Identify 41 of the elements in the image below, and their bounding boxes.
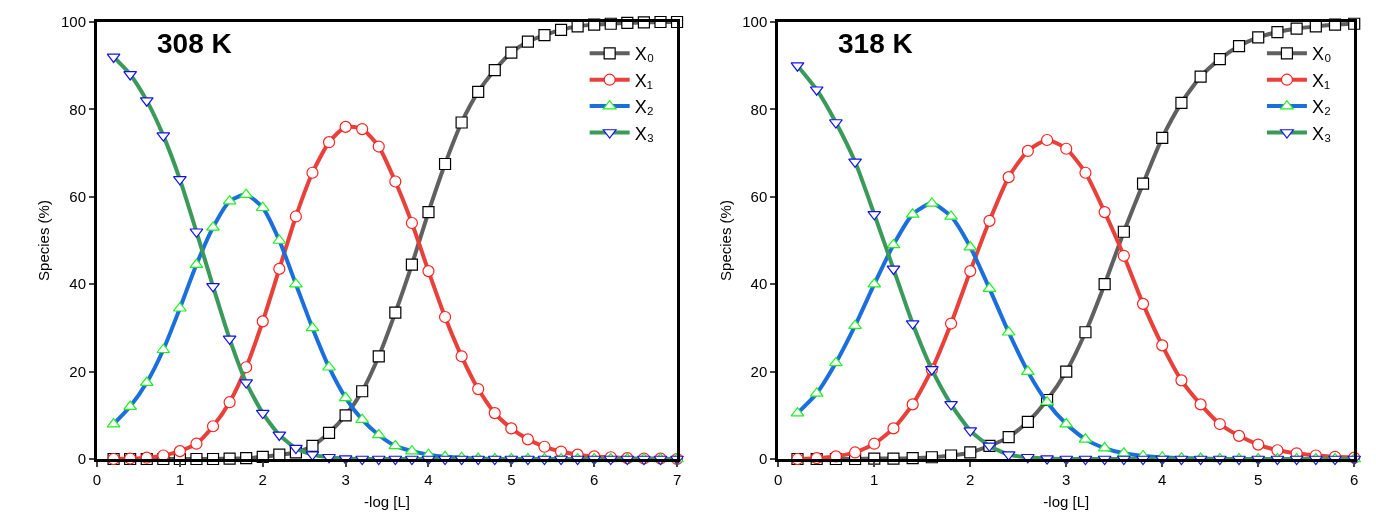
legend-label: X₃ (634, 123, 654, 144)
legend-label: X₃ (1311, 123, 1332, 144)
y-tick-label: 60 (750, 188, 768, 206)
y-tick-label: 60 (69, 188, 87, 206)
chart-title: 318 K (838, 28, 913, 59)
y-tick-label: 80 (69, 100, 87, 118)
x-tick-label: 5 (507, 471, 516, 488)
x-tick-label: 0 (774, 471, 783, 488)
x-tick-label: 6 (590, 471, 599, 488)
legend-label: X₂ (1311, 97, 1331, 118)
legend-label: X₂ (634, 97, 654, 118)
y-tick-label: 0 (758, 450, 768, 468)
y-tick-label: 40 (69, 275, 87, 293)
x-tick-label: 6 (1350, 471, 1359, 488)
y-tick-label: 40 (750, 275, 768, 293)
x-tick-label: 1 (870, 471, 879, 488)
x-tick-label: 1 (175, 471, 185, 488)
x-tick-label: 7 (672, 471, 682, 488)
legend-label: X₀ (1311, 44, 1332, 65)
y-tick-label: 20 (750, 362, 768, 380)
x-tick-label: 2 (966, 471, 975, 488)
x-tick-label: 5 (1254, 471, 1263, 488)
x-tick-label: 3 (1062, 471, 1071, 488)
y-tick-label: 0 (77, 450, 87, 468)
y-tick-label: 100 (60, 13, 87, 31)
y-tick-label: 20 (69, 362, 87, 380)
x-tick-label: 2 (258, 471, 267, 488)
x-axis-title: -log [L] (364, 493, 410, 510)
chart-title: 308 K (157, 28, 232, 59)
x-tick-label: 0 (92, 471, 102, 488)
y-tick-label: 80 (750, 100, 768, 118)
x-tick-label: 3 (341, 471, 350, 488)
y-tick-label: 100 (742, 13, 768, 31)
y-axis-title: Species (%) (716, 200, 734, 281)
legend-label: X₁ (634, 70, 653, 91)
x-tick-label: 4 (1158, 471, 1167, 488)
y-axis-title: Species (%) (35, 200, 53, 281)
x-axis-title: -log [L] (1043, 493, 1090, 510)
legend-label: X₀ (634, 44, 655, 65)
x-tick-label: 4 (424, 471, 433, 488)
legend-label: X₁ (1311, 70, 1331, 91)
